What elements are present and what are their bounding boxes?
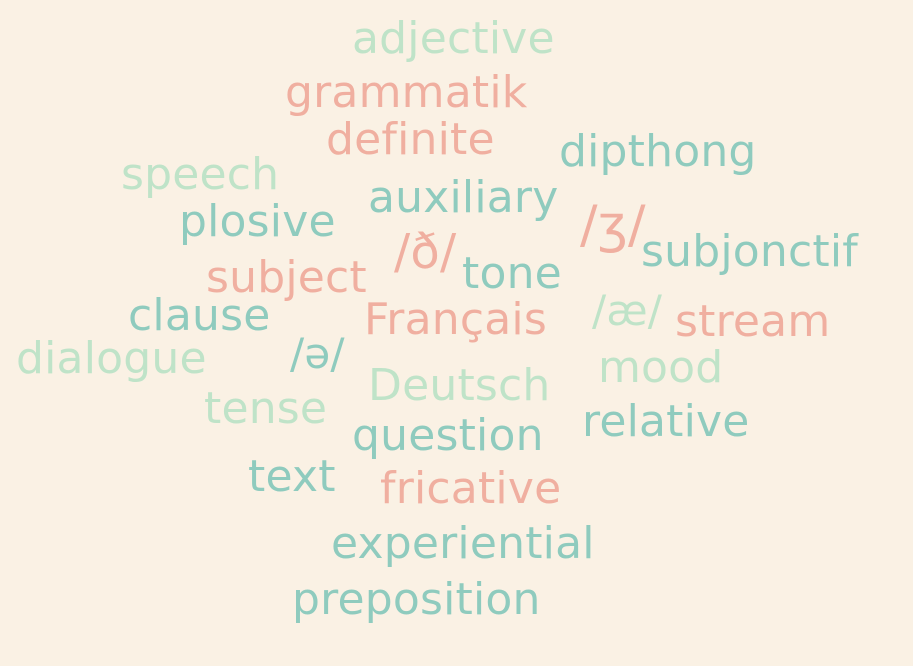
word-plosive: plosive	[179, 196, 336, 247]
word-ipa-schwa: /ə/	[290, 329, 345, 378]
word-experiential: experiential	[331, 518, 595, 569]
word-speech: speech	[121, 149, 280, 200]
word-question: question	[352, 410, 544, 461]
word-preposition: preposition	[292, 574, 541, 625]
word-ipa-zh: /ʒ/	[580, 195, 646, 255]
word-deutsch: Deutsch	[368, 360, 551, 411]
word-grammatik: grammatik	[285, 67, 528, 118]
word-subject: subject	[206, 252, 367, 303]
word-tense: tense	[204, 383, 328, 434]
word-ipa-eth: /ð/	[394, 224, 457, 280]
word-fricative: fricative	[380, 463, 562, 514]
word-dipthong: dipthong	[559, 126, 757, 177]
word-relative: relative	[582, 396, 750, 447]
word-clause: clause	[128, 290, 271, 341]
word-stream: stream	[675, 296, 831, 347]
word-adjective: adjective	[352, 13, 555, 64]
word-francais: Français	[364, 294, 547, 345]
word-tone: tone	[462, 248, 562, 299]
word-definite: definite	[326, 114, 495, 165]
word-dialogue: dialogue	[16, 333, 207, 384]
word-ipa-ae: /æ/	[592, 286, 663, 335]
word-auxiliary: auxiliary	[368, 172, 559, 223]
word-mood: mood	[598, 342, 724, 393]
word-subjonctif: subjonctif	[641, 226, 858, 277]
word-text: text	[248, 451, 336, 502]
